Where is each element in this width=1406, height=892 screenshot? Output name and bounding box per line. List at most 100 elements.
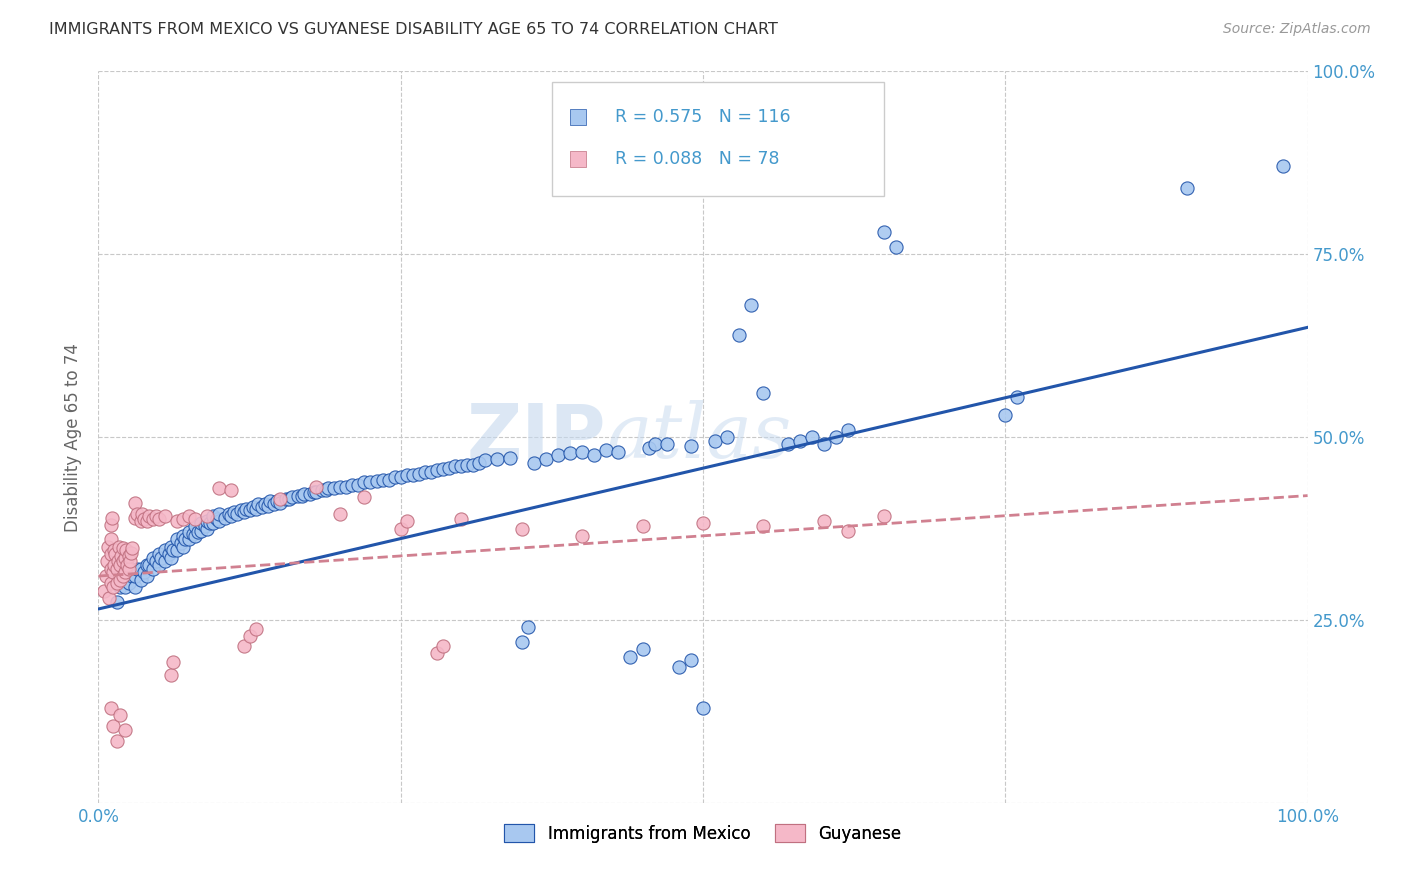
Point (800, 430, 823, 444)
Point (994, 408, 1017, 422)
Point (222, 505, 245, 519)
Point (516, 620, 538, 634)
Point (169, 536, 191, 550)
Point (335, 480, 357, 494)
Point (353, 490, 375, 504)
Point (692, 700, 714, 714)
Point (813, 437, 835, 451)
Point (259, 494, 281, 508)
Point (124, 496, 146, 510)
Point (256, 499, 278, 513)
Point (172, 529, 194, 543)
Point (315, 483, 337, 497)
Point (239, 503, 262, 517)
Point (250, 500, 273, 514)
Point (269, 492, 291, 507)
Point (1272, 160, 1295, 174)
Point (245, 501, 267, 516)
Point (100, 576, 122, 591)
Point (93, 583, 115, 598)
Point (655, 437, 678, 451)
Point (111, 569, 134, 583)
Point (179, 525, 201, 540)
Text: Source: ZipAtlas.com: Source: ZipAtlas.com (1223, 22, 1371, 37)
Point (129, 573, 152, 587)
Point (166, 533, 188, 547)
Point (120, 546, 142, 560)
Point (329, 507, 352, 521)
Point (100, 517, 122, 532)
Point (184, 519, 207, 533)
Point (534, 452, 557, 467)
Point (679, 653, 702, 667)
Point (179, 533, 201, 547)
Y-axis label: Disability Age 65 to 74: Disability Age 65 to 74 (65, 343, 83, 532)
Text: atlas: atlas (606, 401, 792, 474)
Point (873, 509, 896, 524)
Point (232, 505, 254, 519)
Point (366, 474, 388, 488)
Point (239, 629, 262, 643)
Point (395, 468, 418, 483)
Point (115, 543, 138, 558)
Text: IMMIGRANTS FROM MEXICO VS GUYANESE DISABILITY AGE 65 TO 74 CORRELATION CHART: IMMIGRANTS FROM MEXICO VS GUYANESE DISAB… (49, 22, 778, 37)
Point (716, 430, 738, 444)
Point (450, 512, 472, 526)
Point (150, 550, 173, 565)
Point (108, 708, 131, 723)
Point (118, 562, 141, 576)
Point (105, 594, 128, 608)
Point (205, 512, 228, 526)
Point (274, 492, 297, 507)
Point (631, 519, 654, 533)
Point (108, 540, 131, 554)
Point (114, 550, 136, 565)
Point (510, 521, 533, 535)
Point (153, 543, 176, 558)
Point (571, 444, 593, 458)
Point (138, 558, 160, 573)
Point (108, 558, 131, 573)
Point (595, 443, 617, 458)
Point (637, 441, 659, 455)
Point (160, 540, 183, 554)
Point (825, 430, 848, 444)
Point (202, 509, 225, 524)
Point (420, 465, 443, 479)
Point (135, 514, 157, 528)
Point (124, 569, 146, 583)
Point (704, 434, 727, 448)
Point (118, 576, 141, 591)
Point (245, 622, 267, 636)
Point (619, 649, 641, 664)
Point (162, 656, 184, 670)
Point (1007, 390, 1029, 404)
Point (218, 507, 240, 521)
Point (486, 452, 509, 467)
Point (347, 477, 370, 491)
Point (195, 521, 218, 535)
Point (247, 497, 270, 511)
Point (571, 529, 593, 543)
Point (402, 468, 425, 483)
Point (118, 549, 141, 563)
Point (108, 580, 131, 594)
Point (558, 446, 581, 460)
Point (118, 554, 141, 568)
Point (148, 558, 170, 573)
Point (114, 566, 136, 580)
Point (103, 558, 125, 573)
Point (837, 423, 859, 437)
Point (127, 507, 149, 521)
Point (181, 526, 204, 541)
Point (287, 489, 309, 503)
Point (389, 470, 412, 484)
Point (226, 507, 249, 521)
FancyBboxPatch shape (551, 82, 884, 195)
Point (105, 733, 128, 747)
Point (607, 444, 630, 458)
Point (232, 639, 254, 653)
Point (692, 516, 714, 531)
Point (195, 509, 218, 524)
Point (752, 386, 775, 401)
